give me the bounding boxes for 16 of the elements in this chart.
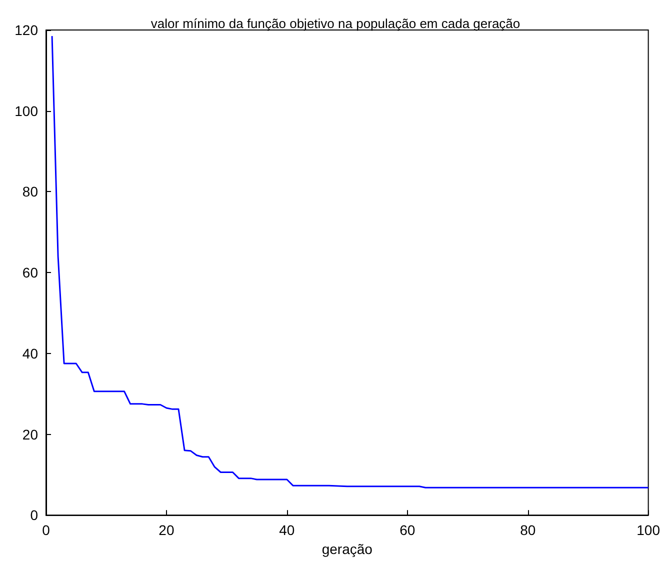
y-tick-label: 120 (14, 22, 38, 38)
y-tick-label: 20 (22, 426, 38, 442)
y-tick-label: 40 (22, 345, 38, 362)
y-tick-label: 100 (14, 102, 38, 119)
line-series (51, 35, 650, 488)
x-tick-label: 60 (400, 522, 416, 538)
y-tick-label: 80 (22, 184, 38, 200)
y-tick-label: 60 (22, 264, 38, 281)
chart-title: valor mínimo da função objetivo na população em cada geração (150, 16, 520, 31)
x-tick-label: 80 (520, 522, 536, 538)
x-tick-label: 100 (636, 522, 660, 538)
x-tick-label: 0 (42, 522, 50, 538)
x-tick-label: 40 (279, 522, 295, 538)
y-tick-label: 0 (30, 507, 38, 524)
x-axis-title: geração (322, 541, 373, 557)
x-tick-label: 20 (158, 522, 174, 538)
